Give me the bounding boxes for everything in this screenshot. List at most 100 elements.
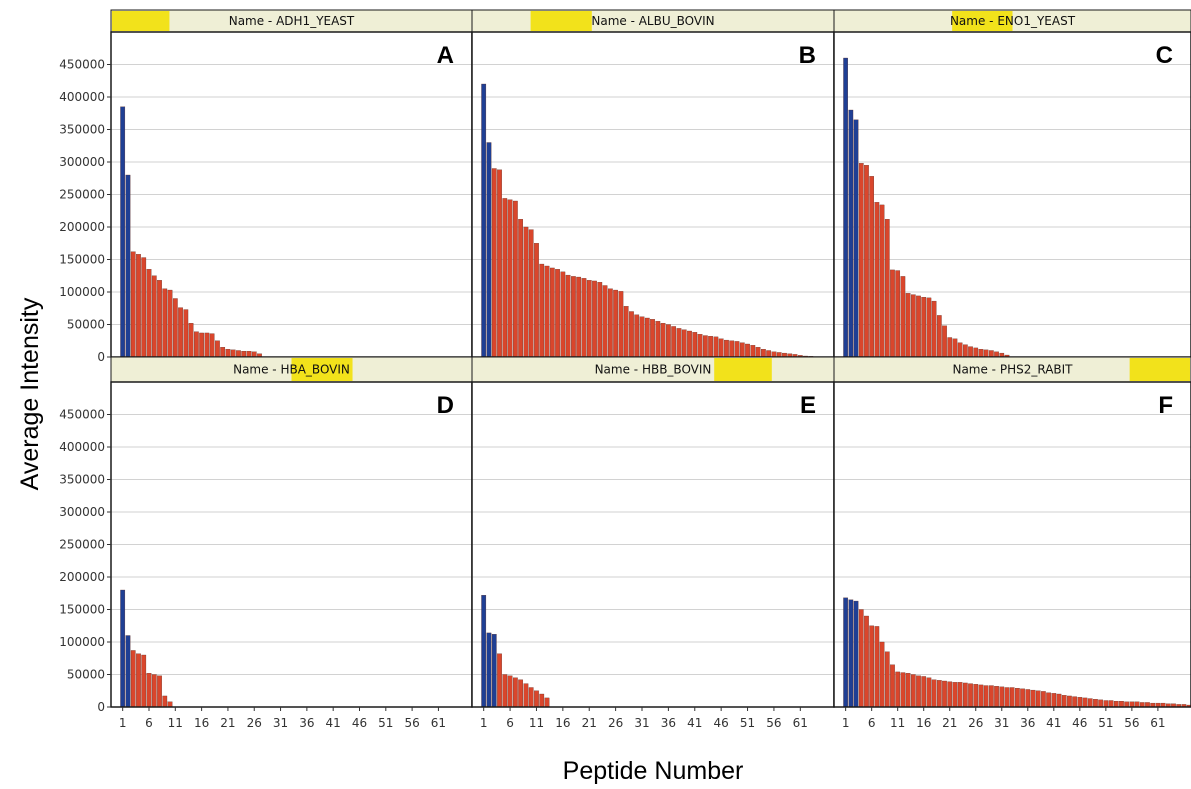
bar bbox=[983, 685, 989, 708]
bar bbox=[555, 269, 560, 358]
bar bbox=[549, 267, 555, 358]
panel-letter: A bbox=[437, 42, 454, 69]
x-tick-label: 11 bbox=[168, 716, 183, 730]
bar bbox=[539, 263, 545, 358]
bar bbox=[120, 589, 126, 708]
bar bbox=[618, 291, 624, 358]
y-axis-label: Average Intensity bbox=[16, 297, 44, 490]
bar bbox=[130, 650, 136, 708]
bar bbox=[1015, 688, 1020, 708]
bar bbox=[999, 686, 1005, 708]
x-tick-label: 61 bbox=[793, 716, 808, 730]
x-tick-label: 41 bbox=[1046, 716, 1061, 730]
bar bbox=[963, 344, 968, 358]
bar bbox=[761, 349, 766, 358]
bar bbox=[983, 349, 989, 358]
bar bbox=[890, 269, 895, 358]
bar bbox=[481, 83, 487, 358]
bar bbox=[497, 169, 502, 358]
bar bbox=[507, 199, 513, 358]
y-tick-label: 0 bbox=[97, 350, 105, 364]
x-tick-label: 51 bbox=[378, 716, 393, 730]
panel-letter: C bbox=[1156, 42, 1173, 69]
bar bbox=[957, 342, 963, 358]
bar bbox=[957, 682, 963, 708]
bar bbox=[146, 673, 152, 708]
bar bbox=[724, 339, 729, 358]
bar bbox=[597, 282, 603, 358]
bar bbox=[607, 288, 613, 358]
x-tick-label: 11 bbox=[529, 716, 544, 730]
bar bbox=[1035, 690, 1041, 708]
bar bbox=[1077, 697, 1083, 708]
x-tick-label: 31 bbox=[994, 716, 1009, 730]
x-tick-label: 46 bbox=[714, 716, 729, 730]
x-tick-label: 46 bbox=[352, 716, 367, 730]
bar bbox=[188, 323, 194, 358]
bar bbox=[576, 276, 582, 358]
panel-b: Name - ALBU_BOVIN B bbox=[471, 9, 835, 358]
y-tick-label: 200000 bbox=[59, 570, 105, 584]
bar bbox=[539, 693, 545, 708]
plot-frame bbox=[833, 381, 1191, 708]
bar bbox=[858, 609, 864, 708]
panel-e: Name - HBB_BOVIN E bbox=[471, 356, 835, 708]
bar bbox=[921, 676, 927, 708]
bar bbox=[874, 202, 880, 358]
bar bbox=[534, 243, 539, 358]
bar bbox=[1108, 700, 1114, 708]
bar bbox=[697, 334, 703, 358]
y-tick-label: 250000 bbox=[59, 188, 105, 202]
panel-letter: F bbox=[1158, 392, 1173, 419]
bar bbox=[895, 671, 901, 708]
bar bbox=[1103, 700, 1109, 708]
x-tick-label: 6 bbox=[506, 716, 514, 730]
x-tick-label: 6 bbox=[145, 716, 153, 730]
bar bbox=[884, 651, 890, 708]
bar bbox=[125, 635, 131, 708]
bar bbox=[1087, 698, 1093, 708]
bar bbox=[968, 346, 973, 358]
bar bbox=[236, 350, 241, 358]
bar bbox=[560, 271, 566, 358]
bar bbox=[1030, 689, 1036, 708]
bar bbox=[900, 672, 906, 708]
bar bbox=[528, 687, 534, 708]
panel-letter: D bbox=[437, 392, 454, 419]
y-tick-label: 250000 bbox=[59, 538, 105, 552]
panel-d: Name - HBA_BOVIN D bbox=[110, 356, 473, 708]
bar bbox=[209, 333, 215, 358]
bar bbox=[162, 695, 168, 708]
bar bbox=[910, 674, 916, 708]
bar bbox=[644, 317, 650, 358]
bar bbox=[178, 307, 183, 358]
bar bbox=[713, 336, 719, 358]
y-tick-label: 450000 bbox=[59, 58, 105, 72]
bar bbox=[973, 684, 979, 708]
y-axis-layer: 0 50000 100000 150000 200000 250000 300000 3500… bbox=[59, 58, 111, 714]
y-tick-label: 450000 bbox=[59, 408, 105, 422]
y-tick-label: 0 bbox=[97, 700, 105, 714]
bar bbox=[968, 683, 973, 708]
bar bbox=[745, 343, 750, 358]
x-tick-label: 1 bbox=[842, 716, 850, 730]
bar bbox=[858, 163, 864, 358]
bar bbox=[528, 229, 534, 358]
bar bbox=[916, 295, 921, 358]
bar bbox=[1082, 697, 1088, 708]
bar bbox=[879, 204, 885, 358]
bar bbox=[220, 347, 226, 358]
bar bbox=[1056, 693, 1062, 708]
x-tick-label: 16 bbox=[916, 716, 931, 730]
bar bbox=[1134, 701, 1140, 708]
panel-c: Name - ENO1_YEAST C bbox=[833, 9, 1191, 358]
x-tick-label: 1 bbox=[119, 716, 127, 730]
bar bbox=[1041, 691, 1046, 708]
bar bbox=[848, 599, 854, 708]
y-tick-label: 400000 bbox=[59, 90, 105, 104]
bar bbox=[931, 679, 937, 708]
bar bbox=[864, 615, 869, 708]
bar bbox=[157, 280, 162, 358]
bar bbox=[544, 265, 550, 358]
x-tick-label: 41 bbox=[687, 716, 702, 730]
